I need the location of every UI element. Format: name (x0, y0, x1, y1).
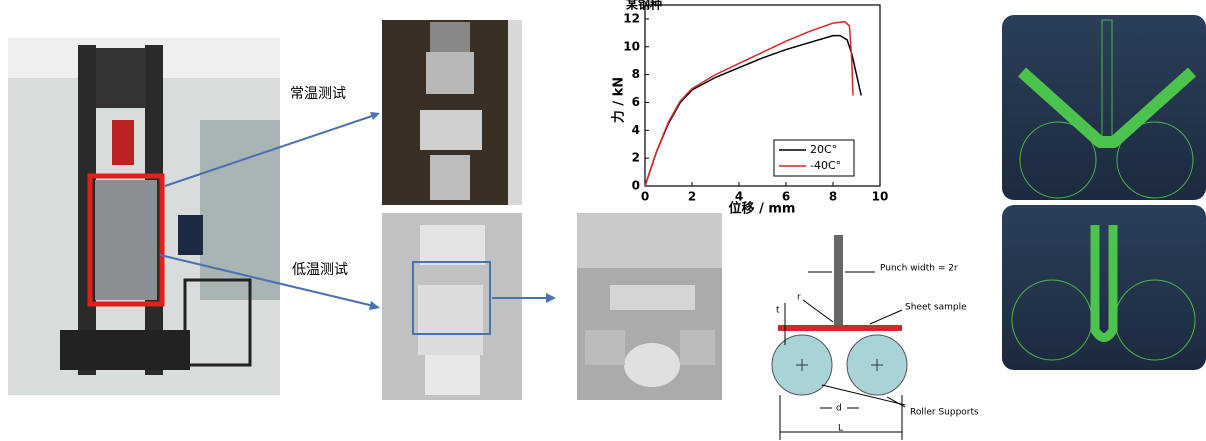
photo-label: 常温测试 (290, 86, 346, 102)
arrow-head (370, 112, 380, 120)
photo-label: 低温测试 (292, 262, 348, 278)
diagram-label: r (797, 293, 801, 303)
x-tick-label: 0 (641, 190, 649, 204)
machine-photo (8, 38, 280, 395)
simulation-panel (1002, 205, 1206, 370)
y-tick-label: 6 (632, 95, 640, 109)
room-temp-photo (382, 20, 522, 205)
chart: 某钢种 位移 / mm 力 / kN 0 2 4 6 8 10 0 2 4 6 8 10 12 20C° -… (611, 0, 889, 217)
legend-label: 20C° (810, 143, 837, 156)
y-tick-label: 10 (623, 39, 640, 53)
plot-frame (644, 4, 881, 187)
x-tick-label: 8 (829, 190, 837, 204)
arrow (164, 113, 379, 187)
x-tick-label: 6 (782, 190, 790, 204)
y-tick-label: 0 (632, 179, 640, 193)
closeup-photo (577, 213, 722, 400)
x-tick-label: 2 (688, 190, 696, 204)
low-temp-photo (382, 213, 522, 400)
arrow-head (546, 293, 556, 303)
y-tick-label: 4 (632, 123, 640, 137)
chart-title: 某钢种 (626, 0, 662, 12)
legend-label: -40C° (810, 159, 841, 172)
legend (773, 139, 855, 177)
simulation-panel (1002, 15, 1206, 200)
diagram-label: Punch width = 2r (880, 264, 958, 274)
arrow (159, 254, 379, 308)
diagram-label: t (776, 306, 780, 316)
diagram-label: d (836, 404, 842, 414)
diagram-label: L (838, 424, 843, 434)
x-tick-label: 10 (872, 190, 889, 204)
y-tick-label: 2 (632, 151, 640, 165)
diagram-label: Roller Supports (910, 408, 979, 418)
y-axis-label: 力 / kN (611, 77, 627, 123)
diagram-label: Sheet sample (905, 303, 967, 313)
x-axis-label: 位移 / mm (729, 201, 796, 217)
arrow-head (369, 301, 380, 310)
x-tick-label: 4 (735, 190, 743, 204)
y-tick-label: 12 (623, 11, 640, 25)
data-line (644, 20, 854, 187)
bend-diagram: Punch width = 2r Sheet sample Roller Sup… (771, 235, 979, 440)
y-tick-label: 8 (632, 67, 640, 81)
